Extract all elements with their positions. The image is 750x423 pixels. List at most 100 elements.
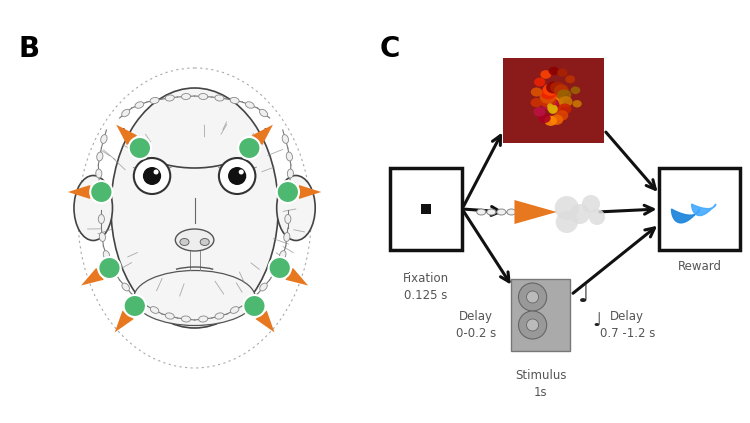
Circle shape [526,291,538,303]
Circle shape [238,170,244,175]
Polygon shape [116,125,137,145]
Ellipse shape [545,96,563,110]
Ellipse shape [559,96,572,107]
Circle shape [243,295,266,317]
Circle shape [98,257,121,279]
Ellipse shape [135,297,143,304]
Polygon shape [115,310,134,332]
Circle shape [550,108,556,114]
Circle shape [268,257,291,279]
Ellipse shape [280,250,286,259]
Ellipse shape [99,233,106,242]
Ellipse shape [104,250,110,259]
Ellipse shape [555,110,568,121]
Circle shape [277,181,299,203]
Circle shape [582,195,600,213]
Circle shape [550,107,557,114]
Ellipse shape [96,169,102,178]
Circle shape [518,283,547,311]
Circle shape [548,106,554,112]
Ellipse shape [557,69,568,77]
Ellipse shape [284,233,290,242]
Ellipse shape [282,135,289,143]
Text: Delay
0-0.2 s: Delay 0-0.2 s [456,310,497,340]
Polygon shape [256,310,274,332]
Text: Delay
0.7 -1.2 s: Delay 0.7 -1.2 s [599,310,655,340]
Ellipse shape [540,94,556,107]
Circle shape [548,103,554,109]
Polygon shape [68,185,90,199]
Ellipse shape [557,89,572,101]
Bar [390,168,462,250]
Ellipse shape [287,169,293,178]
Circle shape [551,107,557,113]
Text: Stimulus
1s: Stimulus 1s [515,369,566,399]
Circle shape [238,137,260,159]
Polygon shape [514,200,556,224]
Text: B: B [18,35,39,63]
Circle shape [551,106,558,112]
Ellipse shape [260,283,267,291]
Circle shape [143,167,161,185]
Ellipse shape [150,97,159,104]
Circle shape [551,105,557,111]
Circle shape [555,196,579,220]
Polygon shape [286,268,308,286]
Ellipse shape [538,113,550,123]
Ellipse shape [98,214,104,223]
Circle shape [134,158,170,194]
Ellipse shape [507,209,516,215]
Circle shape [124,295,146,317]
Polygon shape [671,209,700,223]
Ellipse shape [571,86,580,94]
Ellipse shape [544,116,557,126]
Polygon shape [81,268,104,286]
Ellipse shape [487,209,496,215]
Ellipse shape [542,97,558,110]
Ellipse shape [566,75,575,83]
Text: ♩: ♩ [578,283,590,307]
Ellipse shape [199,93,208,99]
Circle shape [589,209,605,225]
Circle shape [219,158,256,194]
Ellipse shape [540,70,551,79]
Ellipse shape [550,115,563,125]
Polygon shape [692,204,715,216]
Ellipse shape [572,100,582,107]
Polygon shape [299,185,321,199]
Ellipse shape [496,209,506,215]
Circle shape [548,107,554,113]
Ellipse shape [272,268,278,276]
Ellipse shape [539,91,556,104]
Ellipse shape [544,98,562,112]
Ellipse shape [165,95,174,101]
Ellipse shape [533,107,545,117]
Polygon shape [252,125,273,145]
Circle shape [228,167,246,185]
Bar [512,279,570,351]
Ellipse shape [534,77,545,86]
Ellipse shape [546,82,561,93]
Ellipse shape [546,95,564,109]
Ellipse shape [150,307,159,313]
Ellipse shape [97,152,103,161]
Ellipse shape [122,109,130,117]
Circle shape [518,311,547,339]
Text: Fixation
0.125 s: Fixation 0.125 s [403,272,449,302]
Ellipse shape [541,87,556,99]
Ellipse shape [230,97,239,104]
Ellipse shape [554,84,568,96]
Ellipse shape [477,209,486,215]
Text: ♩: ♩ [592,310,602,330]
Ellipse shape [277,176,315,241]
Ellipse shape [111,88,278,328]
Ellipse shape [135,102,144,108]
Ellipse shape [182,316,190,322]
Ellipse shape [285,214,291,223]
Ellipse shape [286,152,292,161]
Circle shape [90,181,112,203]
Ellipse shape [134,270,256,326]
Ellipse shape [230,307,239,313]
Ellipse shape [245,102,254,108]
Ellipse shape [182,93,190,99]
